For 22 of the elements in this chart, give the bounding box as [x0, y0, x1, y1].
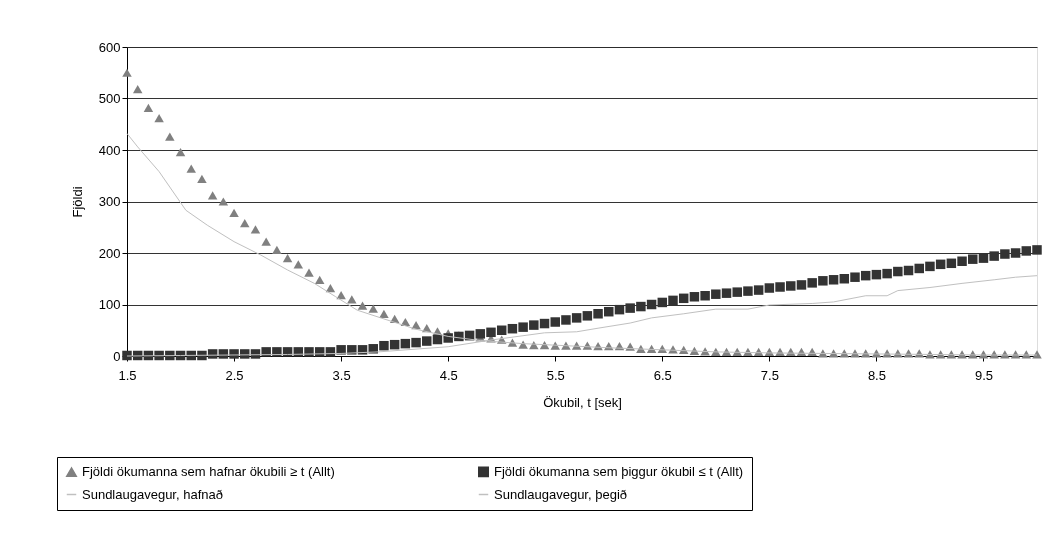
- y-tick-label: 300: [98, 194, 121, 209]
- y-tick-label: 400: [98, 142, 121, 158]
- x-tick-label: 3.5: [332, 367, 351, 383]
- y-tick-label: 200: [98, 245, 121, 261]
- x-tick-label: 2.5: [225, 367, 244, 383]
- x-tick-label: 9.5: [974, 367, 994, 383]
- y-tick-label: 600: [98, 39, 121, 55]
- legend-label: Fjöldi ökumanna sem hafnar ökubili ≥ t (Allt): [82, 464, 335, 480]
- x-tick-label: 7.5: [760, 367, 779, 383]
- y-axis-title: Fjöldi: [69, 186, 85, 218]
- legend-label: Fjöldi ökumanna sem þiggur ökubil ≤ t (Allt): [494, 463, 744, 479]
- x-tick-label: 5.5: [546, 367, 565, 383]
- x-tick-label: 4.5: [439, 367, 458, 383]
- legend-label: Sundlaugavegur, hafnað: [82, 486, 223, 502]
- x-tick-label: 1.5: [118, 367, 137, 383]
- x-axis-title: Ökubil, t [sek]: [543, 394, 622, 410]
- y-tick-label: 0: [113, 348, 121, 364]
- y-tick-label: 500: [98, 91, 121, 106]
- y-tick-label: 100: [98, 297, 121, 312]
- x-tick-label: 6.5: [653, 367, 672, 383]
- x-tick-label: 8.5: [867, 367, 886, 383]
- legend-label: Sundlaugavegur, þegið: [494, 486, 628, 502]
